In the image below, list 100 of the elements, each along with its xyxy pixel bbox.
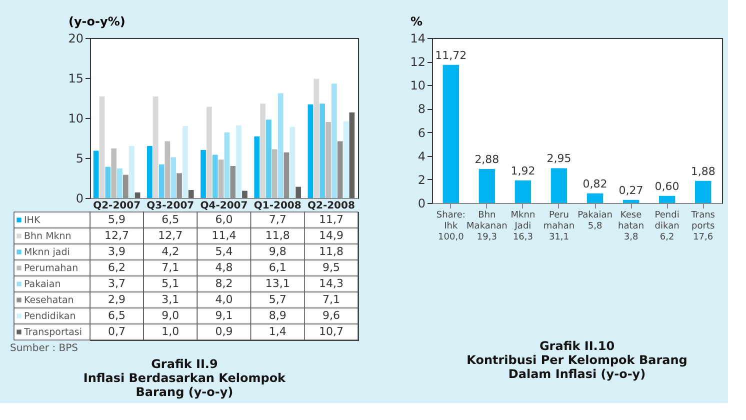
data-label: 6,0 xyxy=(215,213,233,226)
legend-label: Pendidikan xyxy=(24,311,76,322)
bar xyxy=(260,104,266,198)
data-label: 1,0 xyxy=(162,325,180,338)
bar xyxy=(442,64,460,203)
data-label: 0,9 xyxy=(215,325,233,338)
bar xyxy=(296,186,302,198)
bar xyxy=(658,196,676,203)
bar xyxy=(514,180,532,203)
y-tick-label: 10 xyxy=(410,78,426,93)
x-tick-label: Trans ports 17,6 xyxy=(690,210,716,242)
data-label: 1,4 xyxy=(268,325,286,338)
bar xyxy=(218,160,224,198)
bar xyxy=(272,149,278,198)
data-label: 3,7 xyxy=(108,277,126,290)
data-label: 1,88 xyxy=(690,164,716,178)
data-label: 0,7 xyxy=(108,325,126,338)
bar xyxy=(478,169,496,203)
bar xyxy=(326,122,331,198)
bar xyxy=(586,193,604,203)
bar xyxy=(111,148,117,198)
text: Grafik II.10 Kontribusi Per Kelompok Barang Dalam Inflasi (y-o-y) xyxy=(466,339,688,381)
legend-label: Pakaian xyxy=(24,279,61,290)
bar xyxy=(117,168,122,198)
bar xyxy=(182,126,188,198)
bar xyxy=(200,150,206,198)
bar xyxy=(343,121,349,198)
data-label: 6,1 xyxy=(268,261,286,274)
data-label: 2,95 xyxy=(546,152,572,166)
data-label: 9,6 xyxy=(322,309,340,322)
data-label: 3,9 xyxy=(108,245,126,258)
x-tick-label: Q2-2008 xyxy=(307,200,355,212)
data-label: 5,9 xyxy=(108,213,126,226)
bar xyxy=(158,164,164,198)
data-label: 9,8 xyxy=(268,245,286,258)
y-tick-label: 0 xyxy=(418,196,426,210)
bar xyxy=(254,136,260,198)
legend-label: Mknn jadi xyxy=(24,247,70,258)
y-tick-label: 2 xyxy=(418,172,426,187)
y-axis-title: (y-o-y%) xyxy=(68,14,126,28)
data-label: 4,8 xyxy=(215,261,233,274)
bar xyxy=(206,106,212,198)
data-label: 8,2 xyxy=(215,277,233,290)
bar xyxy=(134,192,140,198)
x-tick-label: Mknn Jadi 16,3 xyxy=(510,210,536,242)
data-label: 2,9 xyxy=(108,293,126,306)
bar xyxy=(694,180,712,203)
y-axis-title: % xyxy=(410,14,423,28)
data-label: 5,7 xyxy=(268,293,286,306)
bar xyxy=(236,125,242,198)
data-label: 5,4 xyxy=(215,245,233,258)
data-label: 3,1 xyxy=(162,293,180,306)
bar xyxy=(188,190,194,198)
y-tick-label: 14 xyxy=(410,32,426,46)
legend-label: Perumahan xyxy=(24,263,78,274)
data-label: 6,2 xyxy=(108,261,126,274)
y-tick-label: 4 xyxy=(418,149,426,164)
data-label: 0,27 xyxy=(618,184,644,197)
data-label: 0,60 xyxy=(654,180,680,193)
legend-label: Bhn Mknn xyxy=(24,231,72,242)
bar xyxy=(290,126,296,198)
y-tick-label: 12 xyxy=(410,55,426,70)
data-label: 6,5 xyxy=(108,309,126,322)
bar xyxy=(266,120,272,198)
y-tick-label: 10 xyxy=(68,112,84,126)
x-tick-label: Pakaian 5,8 xyxy=(578,210,612,232)
data-label: 0,82 xyxy=(582,177,608,190)
text: Grafik II.9 Inflasi Berdasarkan Kelompok Barang (y-o-y) xyxy=(83,357,287,399)
bar xyxy=(105,166,111,198)
y-tick-label: 5 xyxy=(76,152,84,166)
data-label: 12,7 xyxy=(104,229,130,242)
bar xyxy=(308,104,314,198)
bar xyxy=(170,157,176,198)
y-tick-label: 15 xyxy=(68,72,84,86)
data-label: 7,1 xyxy=(322,293,340,306)
data-label: 7,7 xyxy=(268,213,286,226)
bar xyxy=(152,96,158,198)
bar xyxy=(278,93,284,198)
data-label: 14,3 xyxy=(318,277,344,290)
data-label: 1,92 xyxy=(510,164,536,178)
y-tick-label: 8 xyxy=(418,102,426,116)
data-label: 10,7 xyxy=(318,325,344,338)
x-tick-label: Q4-2007 xyxy=(200,200,248,212)
data-label: 12,7 xyxy=(158,229,183,242)
data-label: 9,1 xyxy=(215,309,233,322)
data-label: 5,1 xyxy=(162,277,180,290)
x-tick-label: Q2-2007 xyxy=(93,200,141,212)
data-label: 9,5 xyxy=(322,261,340,274)
data-label: 6,5 xyxy=(162,213,180,226)
x-tick-label: Q1-2008 xyxy=(254,200,302,212)
bar xyxy=(314,78,320,198)
bar xyxy=(349,112,355,198)
data-label: 11,4 xyxy=(212,229,236,242)
y-tick-label: 20 xyxy=(68,32,84,46)
data-label: 11,8 xyxy=(318,245,344,258)
x-tick-label: Bhn Makanan 19,3 xyxy=(466,210,508,242)
x-tick-label: Q3-2007 xyxy=(146,200,194,212)
legend-label: Kesehatan xyxy=(24,295,74,306)
data-label: 9,0 xyxy=(162,309,180,322)
bar xyxy=(550,168,568,203)
